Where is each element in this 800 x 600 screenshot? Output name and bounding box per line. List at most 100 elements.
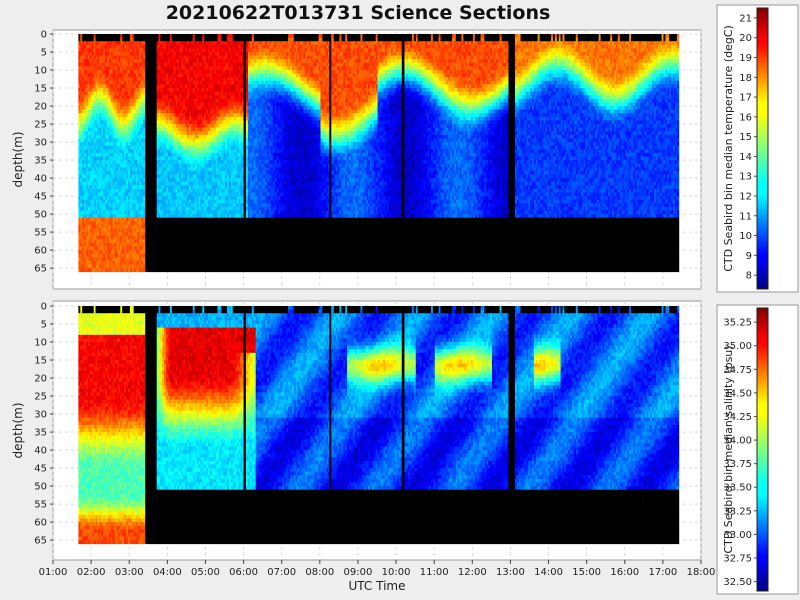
heatmap-cell	[120, 98, 123, 103]
heatmap-cell	[84, 192, 87, 197]
heatmap-cell	[187, 178, 190, 183]
heatmap-cell	[126, 196, 129, 201]
heatmap-cell	[103, 113, 106, 118]
heatmap-cell	[108, 181, 112, 186]
heatmap-cell	[120, 66, 123, 71]
heatmap-cell	[87, 113, 91, 118]
heatmap-cell	[120, 134, 123, 139]
heatmap-cell	[108, 41, 112, 46]
heatmap-cell	[126, 260, 129, 265]
heatmap-cell	[78, 235, 81, 240]
heatmap-cell	[116, 52, 119, 56]
heatmap-cell	[187, 59, 190, 64]
heatmap-cell	[187, 142, 190, 147]
heatmap-cell	[93, 142, 96, 147]
heatmap-cell	[124, 127, 127, 132]
heatmap-cell	[112, 242, 115, 247]
heatmap-cell	[84, 98, 87, 103]
heatmap-cell	[110, 127, 114, 132]
heatmap-cell	[105, 152, 108, 157]
heatmap-cell	[105, 221, 108, 226]
heatmap-cell	[129, 221, 133, 226]
heatmap-cell	[107, 268, 110, 273]
heatmap-cell	[107, 188, 110, 193]
heatmap-cell	[116, 221, 119, 226]
heatmap-cell	[122, 214, 125, 219]
heatmap-cell	[116, 73, 119, 78]
heatmap-cell	[219, 113, 222, 118]
heatmap-cell	[108, 246, 112, 251]
heatmap-cell	[129, 98, 133, 103]
heatmap-cell	[120, 149, 123, 154]
heatmap-cell	[128, 149, 131, 154]
heatmap-cell	[95, 170, 98, 175]
heatmap-cell	[82, 106, 85, 110]
heatmap-cell	[82, 235, 85, 240]
heatmap-cell	[101, 80, 104, 85]
heatmap-cell	[129, 41, 133, 46]
heatmap-cell	[89, 174, 93, 179]
heatmap-cell	[187, 192, 190, 197]
heatmap-cell	[107, 134, 110, 139]
heatmap-cell	[95, 250, 98, 255]
heatmap-cell	[129, 116, 133, 121]
heatmap-cell	[116, 84, 119, 89]
heatmap-cell	[93, 196, 96, 201]
heatmap-cell	[84, 44, 87, 49]
heatmap-cell	[91, 260, 95, 265]
heatmap-cell	[107, 232, 110, 237]
heatmap-cell	[128, 210, 131, 215]
heatmap-cell	[103, 206, 106, 211]
heatmap-cell	[118, 170, 121, 175]
heatmap-cell	[126, 106, 129, 110]
heatmap-cell	[112, 192, 115, 197]
heatmap-cell	[93, 66, 96, 71]
heatmap-cell	[118, 66, 121, 71]
heatmap-cell	[122, 246, 125, 251]
heatmap-cell	[101, 120, 104, 125]
heatmap-cell	[105, 250, 108, 255]
heatmap-cell	[116, 77, 119, 82]
heatmap-cell	[91, 149, 95, 154]
heatmap-cell	[187, 55, 190, 60]
heatmap-cell	[105, 149, 108, 154]
heatmap-cell	[97, 44, 100, 49]
heatmap-cell	[128, 217, 131, 222]
heatmap-cell	[101, 260, 104, 265]
heatmap-cell	[99, 91, 102, 96]
heatmap-cell	[120, 242, 123, 247]
heatmap-cell	[129, 37, 133, 42]
heatmap-cell	[97, 34, 100, 38]
heatmap-cell	[114, 185, 117, 190]
heatmap-cell	[116, 44, 119, 49]
heatmap-cell	[80, 98, 83, 103]
heatmap-cell	[82, 181, 85, 186]
heatmap-cell	[120, 246, 123, 251]
heatmap-cell	[116, 66, 119, 71]
heatmap-cell	[84, 235, 87, 240]
heatmap-cell	[108, 138, 112, 143]
heatmap-cell	[114, 214, 117, 219]
heatmap-cell	[105, 199, 108, 204]
heatmap-cell	[114, 235, 117, 240]
heatmap-cell	[91, 84, 95, 89]
heatmap-cell	[107, 221, 110, 226]
heatmap-cell	[87, 239, 91, 244]
heatmap-cell	[101, 156, 104, 161]
heatmap-cell	[114, 199, 117, 204]
heatmap-cell	[124, 131, 127, 136]
heatmap-cell	[128, 127, 131, 132]
heatmap-cell	[97, 250, 100, 255]
heatmap-cell	[84, 268, 87, 273]
heatmap-cell	[80, 127, 83, 132]
heatmap-cell	[87, 52, 91, 56]
heatmap-cell	[91, 185, 95, 190]
heatmap-cell	[105, 44, 108, 49]
heatmap-cell	[187, 264, 190, 269]
heatmap-cell	[187, 84, 190, 89]
heatmap-cell	[108, 149, 112, 154]
heatmap-cell	[101, 152, 104, 157]
heatmap-cell	[93, 106, 96, 110]
heatmap-cell	[128, 221, 131, 226]
heatmap-cell	[101, 62, 104, 67]
